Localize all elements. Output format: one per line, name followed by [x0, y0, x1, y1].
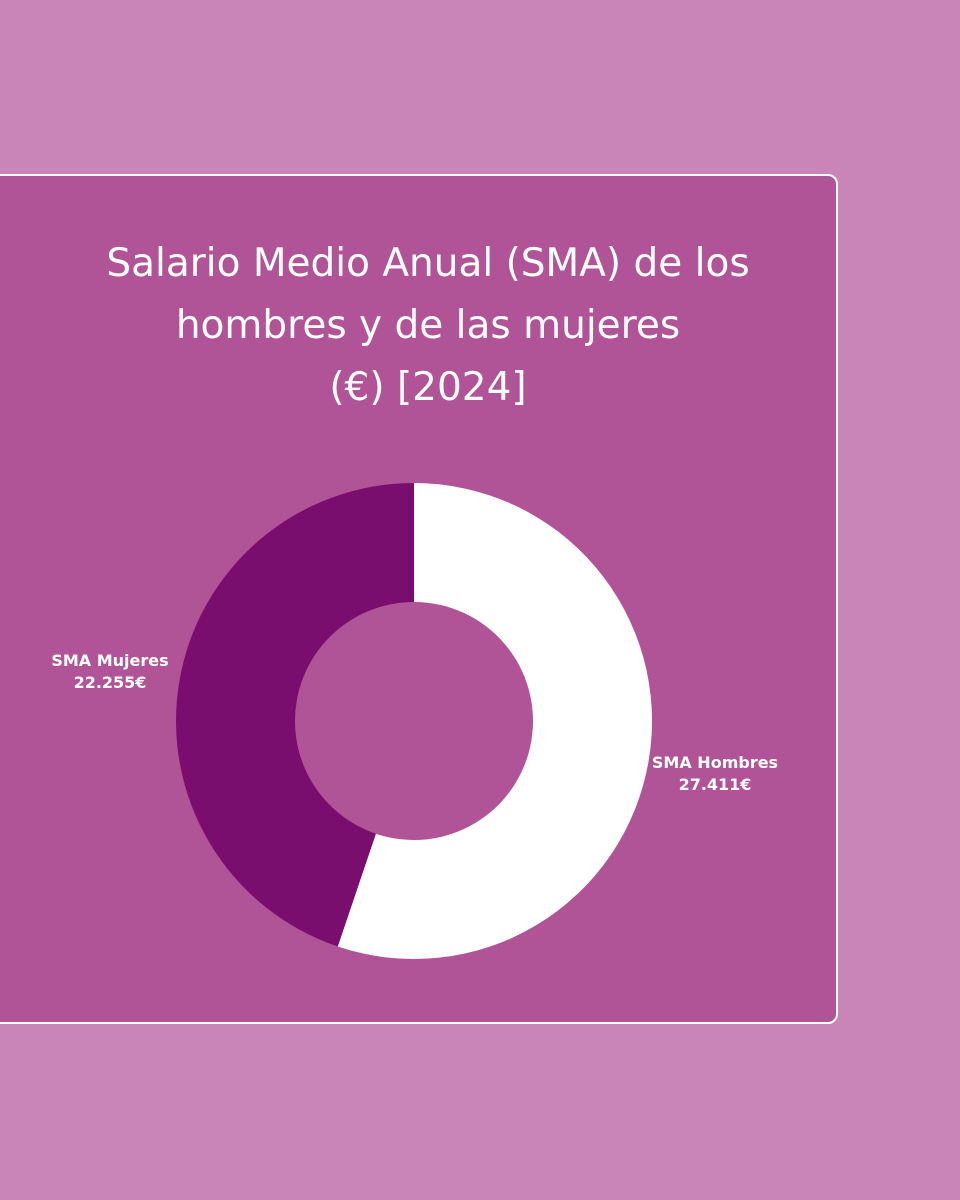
chart-title-line-3: (€) [2024] — [329, 365, 527, 410]
label-sma-mujeres-value: 22.255€ — [73, 673, 147, 692]
label-sma-hombres-value: 27.411€ — [678, 775, 752, 794]
chart-title: Salario Medio Anual (SMA) de los hombres… — [0, 233, 856, 419]
donut-slice-sma-hombres — [337, 483, 652, 960]
label-sma-mujeres: SMA Mujeres 22.255€ — [40, 650, 180, 694]
label-sma-hombres-name: SMA Hombres — [651, 753, 779, 772]
chart-title-line-2: hombres y de las mujeres — [175, 303, 681, 348]
chart-title-line-1: Salario Medio Anual (SMA) de los — [106, 241, 750, 286]
label-sma-mujeres-name: SMA Mujeres — [51, 651, 169, 670]
donut-slice-sma-mujeres — [175, 483, 414, 947]
label-sma-hombres: SMA Hombres 27.411€ — [640, 752, 790, 796]
